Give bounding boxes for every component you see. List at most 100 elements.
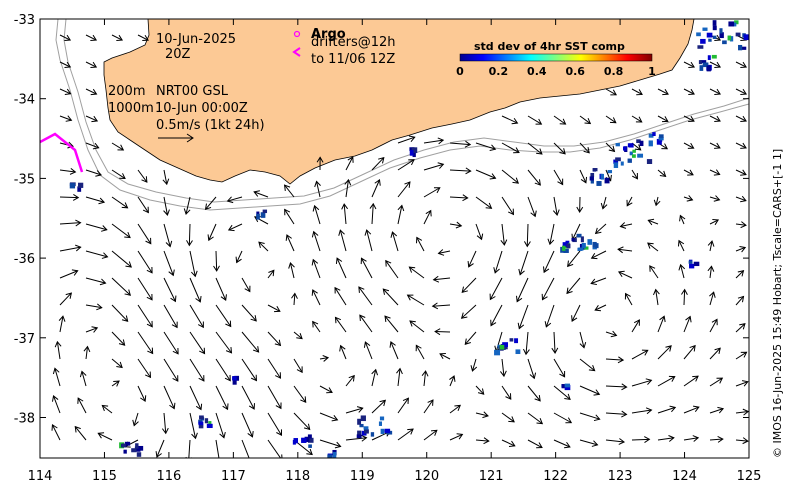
- current-arrow: [602, 196, 607, 209]
- current-arrow-head: [77, 397, 84, 404]
- current-arrow-head: [740, 88, 748, 96]
- current-arrow: [423, 139, 444, 144]
- x-axis: 114 115 116 117 118 119 120 121 122 123 124 125: [28, 19, 761, 484]
- current-arrow-head: [740, 142, 747, 149]
- current-arrow: [345, 179, 349, 198]
- sst-cell: [515, 349, 521, 355]
- sst-cell: [332, 452, 337, 458]
- current-arrow: [501, 196, 514, 215]
- current-arrow: [59, 169, 76, 173]
- current-arrow-head: [219, 431, 226, 439]
- current-arrow-head: [251, 457, 253, 458]
- current-arrow: [709, 292, 715, 306]
- current-arrow-head: [490, 319, 497, 327]
- current-arrow: [595, 223, 607, 234]
- current-arrow-head: [326, 387, 333, 394]
- current-arrow-head: [559, 148, 566, 155]
- current-arrow-head: [169, 402, 176, 410]
- current-arrow: [163, 412, 167, 434]
- current-arrow: [735, 381, 748, 387]
- current-arrow: [657, 316, 665, 333]
- sst-cell: [592, 241, 597, 248]
- current-arrow-head: [462, 194, 469, 202]
- current-arrow: [345, 156, 354, 171]
- current-arrow-head: [689, 344, 696, 352]
- current-arrow-head: [141, 176, 148, 183]
- current-arrow: [495, 331, 503, 352]
- current-arrow: [137, 223, 152, 244]
- current-arrow-head: [633, 319, 640, 326]
- current-arrow: [85, 223, 107, 231]
- sst-cell: [576, 233, 582, 238]
- current-arrow: [364, 341, 373, 360]
- current-arrow-head: [274, 339, 282, 347]
- current-arrow-head: [516, 295, 523, 303]
- current-arrow: [59, 34, 71, 41]
- current-arrow-head: [619, 222, 627, 229]
- current-arrow-head: [96, 303, 103, 311]
- sst-cell: [637, 153, 644, 158]
- current-arrow: [542, 277, 555, 300]
- current-arrow: [241, 439, 250, 458]
- current-arrow-head: [312, 320, 319, 328]
- sst-cell: [562, 242, 569, 247]
- current-arrow-head: [740, 351, 748, 358]
- current-arrow-head: [571, 315, 578, 322]
- sst-cell: [729, 36, 734, 42]
- sst-cell: [698, 60, 702, 65]
- current-arrow-head: [99, 278, 107, 286]
- current-arrow: [81, 371, 87, 387]
- current-arrow: [709, 88, 721, 95]
- current-arrow: [553, 142, 566, 155]
- current-arrow: [316, 181, 321, 198]
- current-arrow-head: [341, 203, 349, 210]
- sst-cell: [514, 338, 519, 344]
- current-arrow: [549, 223, 555, 245]
- sst-cell: [308, 444, 312, 448]
- y-tick-label: -33: [14, 13, 35, 28]
- current-arrow: [371, 399, 386, 414]
- current-arrow: [449, 196, 468, 199]
- current-arrow: [709, 196, 720, 201]
- current-arrow-head: [437, 137, 445, 145]
- current-arrow: [709, 438, 723, 441]
- sst-cell: [409, 150, 414, 156]
- sst-cell: [580, 236, 584, 243]
- current-arrow: [709, 408, 724, 414]
- analysis-time-label: 10-Jun 00:00Z: [155, 101, 248, 116]
- current-arrow: [605, 439, 625, 443]
- colorbar: [459, 53, 653, 62]
- current-arrow-head: [590, 252, 598, 260]
- current-arrow: [464, 331, 477, 345]
- drifter-legend-marker: [292, 47, 301, 57]
- current-arrow-head: [576, 206, 584, 214]
- current-arrow: [735, 323, 746, 333]
- sst-cell: [613, 159, 619, 164]
- sst-cell: [712, 35, 717, 39]
- current-arrow: [605, 331, 617, 336]
- current-arrow-head: [557, 178, 564, 186]
- current-arrow: [489, 277, 503, 300]
- current-arrow: [215, 439, 220, 458]
- current-arrow-head: [296, 332, 303, 340]
- current-arrow-head: [250, 315, 257, 322]
- current-arrow-head: [714, 34, 722, 42]
- current-arrow-head: [92, 142, 100, 150]
- current-arrow: [527, 115, 542, 125]
- current-arrow-head: [523, 348, 530, 356]
- current-arrow-head: [276, 454, 283, 458]
- current-arrow: [735, 270, 744, 279]
- sst-cell: [722, 40, 727, 45]
- current-arrow: [735, 115, 747, 122]
- current-arrow-head: [64, 88, 72, 95]
- drifters-to-label: to 11/06 12Z: [311, 52, 395, 67]
- current-arrow-head: [485, 202, 493, 209]
- sst-cell: [702, 27, 708, 31]
- current-arrow: [683, 196, 693, 201]
- current-arrow-head: [322, 355, 330, 362]
- current-arrow-head: [564, 393, 571, 400]
- sst-cell: [561, 384, 565, 389]
- sst-cell: [702, 62, 709, 68]
- current-arrow-head: [590, 278, 597, 286]
- sst-cell: [615, 143, 620, 147]
